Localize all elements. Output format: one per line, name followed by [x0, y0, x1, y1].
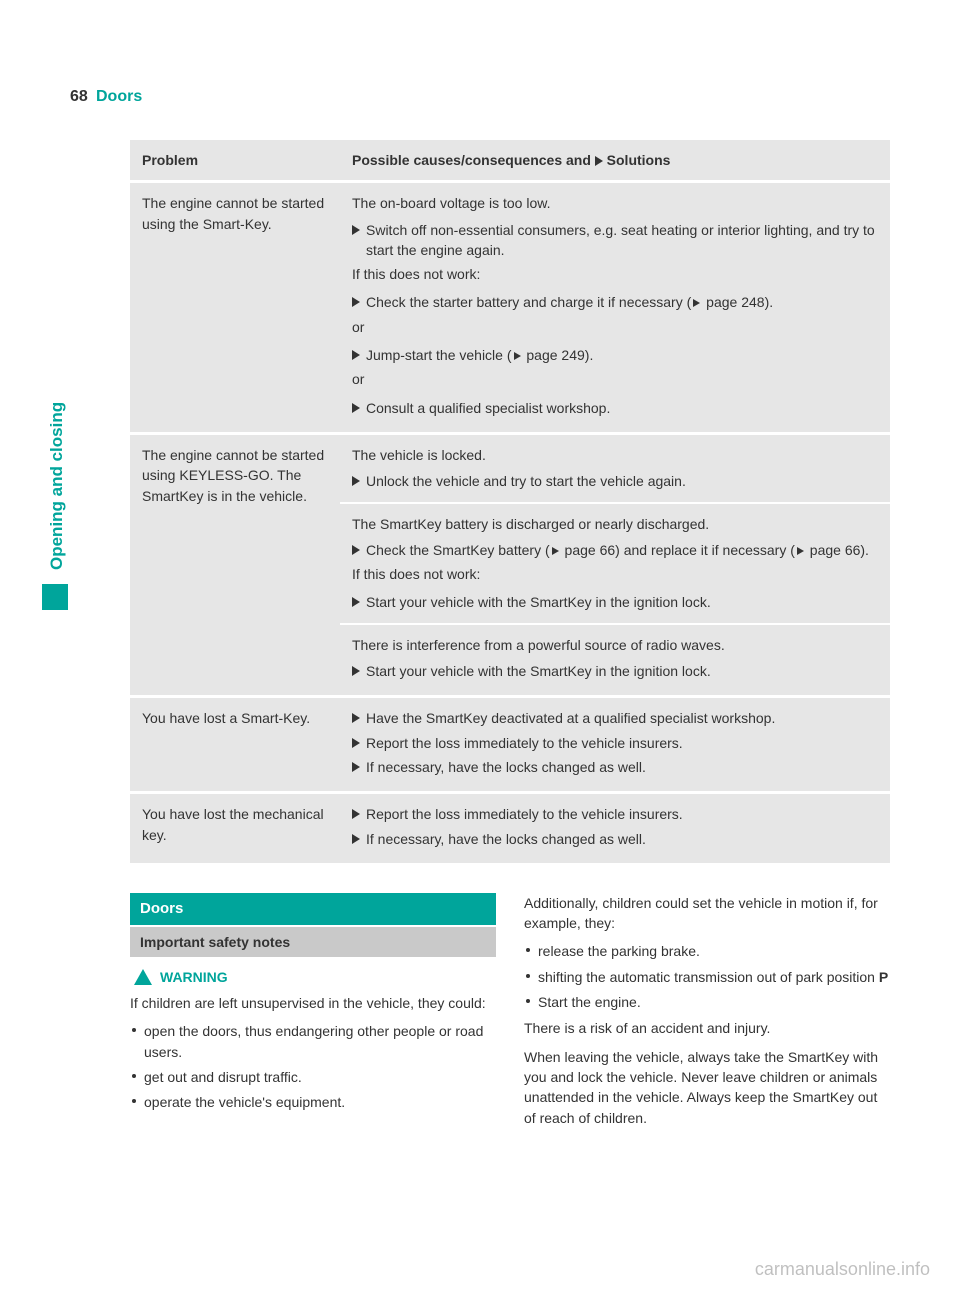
step-arrow-icon: [352, 545, 360, 555]
step-arrow-icon: [352, 597, 360, 607]
step-arrow-icon: [352, 350, 360, 360]
left-column: Doors Important safety notes WARNING If …: [130, 893, 496, 1136]
left-bullet-list: open the doors, thus endangering other p…: [130, 1021, 496, 1112]
subsection-heading: Important safety notes: [130, 927, 496, 957]
step-text: Have the SmartKey deactivated at a quali…: [366, 708, 775, 728]
solution-intro: The on-board voltage is too low.: [352, 193, 878, 213]
step-arrow-icon: [352, 476, 360, 486]
solution-cell: The on-board voltage is too low. Switch o…: [340, 182, 890, 434]
pageref-icon: [552, 547, 559, 555]
list-item: shifting the automatic transmission out …: [524, 967, 890, 987]
step-text: Check the SmartKey battery ( page 66) an…: [366, 540, 869, 560]
step-arrow-icon: [352, 762, 360, 772]
page-content: Problem Possible causes/consequences and…: [130, 140, 890, 1136]
solution-step: If necessary, have the locks changed as …: [352, 757, 878, 777]
solution-intro: The SmartKey battery is discharged or ne…: [352, 514, 878, 534]
solution-intro: The vehicle is locked.: [352, 445, 878, 465]
problem-cell: You have lost the mechanical key.: [130, 793, 340, 863]
step-arrow-icon: [352, 225, 360, 235]
warning-intro-right: Additionally, children could set the veh…: [524, 893, 890, 934]
solution-step: If necessary, have the locks changed as …: [352, 829, 878, 849]
step-text: Switch off non-essential consumers, e.g.…: [366, 220, 878, 261]
problem-cell: You have lost a Smart-Key.: [130, 697, 340, 793]
step-arrow-icon: [352, 713, 360, 723]
step-arrow-icon: [352, 403, 360, 413]
solution-cell: Report the loss immediately to the vehic…: [340, 793, 890, 863]
step-text: Check the starter battery and charge it …: [366, 292, 773, 312]
step-arrow-icon: [352, 809, 360, 819]
solution-step: Switch off non-essential consumers, e.g.…: [352, 220, 878, 261]
page-title: Doors: [96, 85, 142, 108]
list-item: Start the engine.: [524, 992, 890, 1012]
solution-step: Start your vehicle with the SmartKey in …: [352, 592, 878, 612]
solution-step: Check the SmartKey battery ( page 66) an…: [352, 540, 878, 560]
warning-row: WARNING: [130, 967, 496, 987]
warning-icon: [134, 969, 152, 985]
pageref-icon: [693, 299, 700, 307]
warning-label: WARNING: [160, 967, 228, 987]
inner-separator: [340, 623, 890, 625]
solution-after: or: [352, 317, 878, 337]
solution-step: Jump-start the vehicle ( page 249).: [352, 345, 878, 365]
right-bullet-list: release the parking brake. shifting the a…: [524, 941, 890, 1012]
list-item: operate the vehicle's equipment.: [130, 1092, 496, 1112]
solution-step: Consult a qualified specialist workshop.: [352, 398, 878, 418]
pageref-icon: [514, 352, 521, 360]
body-columns: Doors Important safety notes WARNING If …: [130, 893, 890, 1136]
problem-cell: The engine cannot be started using the S…: [130, 182, 340, 434]
side-section-label: Opening and closing: [45, 402, 70, 570]
solution-cell: Have the SmartKey deactivated at a quali…: [340, 697, 890, 793]
step-text: Start your vehicle with the SmartKey in …: [366, 592, 711, 612]
solution-step: Check the starter battery and charge it …: [352, 292, 878, 312]
list-item: release the parking brake.: [524, 941, 890, 961]
solution-step: Unlock the vehicle and try to start the …: [352, 471, 878, 491]
th-problem: Problem: [130, 140, 340, 182]
th-sol-suffix: Solutions: [603, 152, 671, 168]
solution-step: Have the SmartKey deactivated at a quali…: [352, 708, 878, 728]
th-sol-prefix: Possible causes/consequences and: [352, 152, 595, 168]
step-arrow-icon: [352, 666, 360, 676]
th-solutions: Possible causes/consequences and Solutio…: [340, 140, 890, 182]
right-column: Additionally, children could set the veh…: [524, 893, 890, 1136]
solution-cell: The vehicle is locked. Unlock the vehicle…: [340, 433, 890, 696]
step-text: Report the loss immediately to the vehic…: [366, 804, 683, 824]
solution-step: Report the loss immediately to the vehic…: [352, 804, 878, 824]
step-text: If necessary, have the locks changed as …: [366, 757, 646, 777]
problem-cell: The engine cannot be started using KEYLE…: [130, 433, 340, 696]
step-text: Report the loss immediately to the vehic…: [366, 733, 683, 753]
step-text: If necessary, have the locks changed as …: [366, 829, 646, 849]
step-arrow-icon: [352, 738, 360, 748]
solution-step: Report the loss immediately to the vehic…: [352, 733, 878, 753]
park-position-symbol: P: [879, 969, 888, 985]
list-item: open the doors, thus endangering other p…: [130, 1021, 496, 1062]
warning-intro-left: If children are left unsupervised in the…: [130, 993, 496, 1013]
inner-separator: [340, 502, 890, 504]
section-heading: Doors: [130, 893, 496, 925]
page-number: 68: [70, 85, 88, 108]
solution-intro: There is interference from a powerful so…: [352, 635, 878, 655]
side-tab-square: [42, 584, 68, 610]
step-text: Jump-start the vehicle ( page 249).: [366, 345, 593, 365]
solution-after: or: [352, 369, 878, 389]
troubleshooting-table: Problem Possible causes/consequences and…: [130, 140, 890, 863]
right-p1: There is a risk of an accident and injur…: [524, 1018, 890, 1038]
list-item: get out and disrupt traffic.: [130, 1067, 496, 1087]
step-text: Consult a qualified specialist workshop.: [366, 398, 610, 418]
solution-after: If this does not work:: [352, 564, 878, 584]
step-text: Start your vehicle with the SmartKey in …: [366, 661, 711, 681]
right-p2: When leaving the vehicle, always take th…: [524, 1047, 890, 1128]
step-text: Unlock the vehicle and try to start the …: [366, 471, 686, 491]
pageref-icon: [797, 547, 804, 555]
step-arrow-icon: [352, 834, 360, 844]
step-arrow-icon: [352, 297, 360, 307]
solution-step: Start your vehicle with the SmartKey in …: [352, 661, 878, 681]
solutions-arrow-icon: [595, 156, 603, 166]
solution-after: If this does not work:: [352, 264, 878, 284]
watermark: carmanualsonline.info: [755, 1256, 930, 1282]
